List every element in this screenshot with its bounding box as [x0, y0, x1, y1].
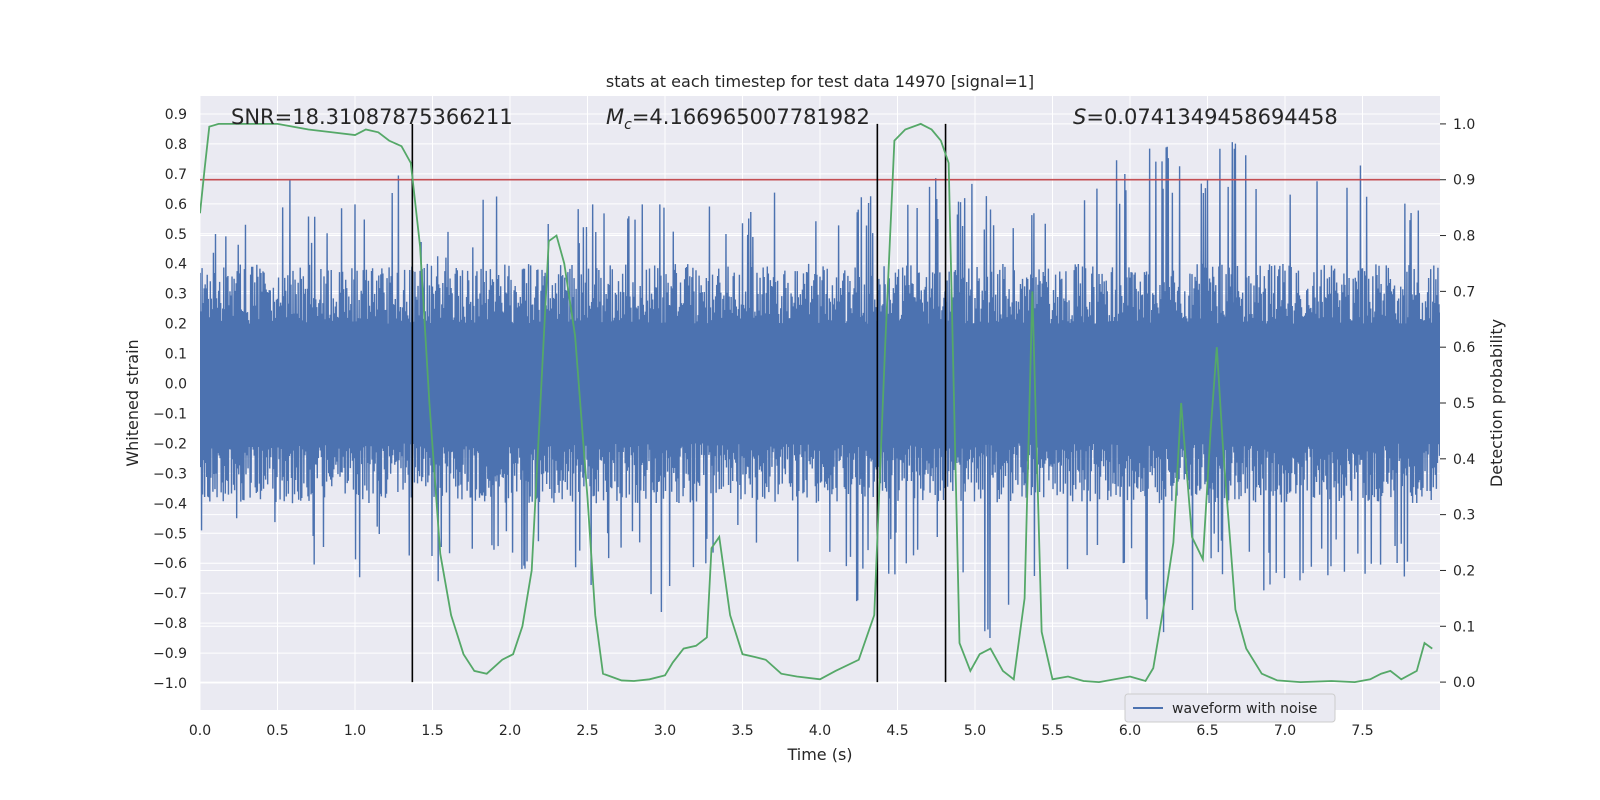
x-tick-label: 5.0 [964, 723, 986, 739]
right-y-tick-label: 0.9 [1453, 173, 1475, 189]
legend: waveform with noise [1124, 693, 1336, 723]
right-y-tick-labels: 1.0 0.9 0.8 0.7 0.6 0.5 0.4 0.3 0.2 0.1 0.0 [1440, 117, 1475, 691]
x-tick-label: 0.5 [266, 723, 288, 739]
left-y-tick-label: −1.0 [153, 676, 187, 692]
left-y-tick-label: 0.7 [165, 167, 187, 183]
left-y-tick-label: −0.6 [153, 556, 187, 572]
x-tick-label: 2.5 [576, 723, 598, 739]
x-tick-label: 6.0 [1119, 723, 1141, 739]
x-tick-label: 0.0 [189, 723, 211, 739]
left-y-tick-label: 0.5 [165, 227, 187, 243]
x-tick-label: 3.5 [731, 723, 753, 739]
left-y-tick-label: −0.5 [153, 526, 187, 542]
right-y-tick-label: 0.0 [1453, 675, 1475, 691]
left-y-tick-label: 0.2 [165, 317, 187, 333]
chart-title: stats at each timestep for test data 149… [606, 72, 1034, 91]
left-y-tick-label: −0.7 [153, 586, 187, 602]
chirp-mass-symbol: M [606, 105, 624, 129]
left-y-axis-label: Whitened strain [123, 339, 142, 466]
right-y-axis-label: Detection probability [1487, 319, 1506, 487]
waveform-series [200, 142, 1440, 638]
right-y-tick-label: 0.5 [1453, 396, 1475, 412]
vertical-markers [411, 123, 947, 683]
spin-symbol: S [1073, 105, 1086, 129]
left-y-tick-labels: 0.9 0.8 0.7 0.6 0.5 0.4 0.3 0.2 0.1 0.0 −0.1 −0.2 −0… [153, 107, 187, 692]
left-y-tick-label: 0.6 [165, 197, 187, 213]
right-y-tick-label: 0.1 [1453, 619, 1475, 635]
right-y-tick-label: 1.0 [1453, 117, 1475, 133]
left-y-tick-label: −0.1 [153, 406, 187, 422]
x-tick-label: 1.5 [421, 723, 443, 739]
right-y-tick-label: 0.7 [1453, 284, 1475, 300]
right-y-tick-label: 0.3 [1453, 508, 1475, 524]
x-tick-label: 6.5 [1196, 723, 1218, 739]
left-y-tick-label: −0.3 [153, 466, 187, 482]
left-y-tick-label: 0.1 [165, 347, 187, 363]
right-y-tick-label: 0.8 [1453, 229, 1475, 245]
chirp-mass-subscript: c [624, 117, 632, 133]
chirp-mass-value: =4.166965007781982 [632, 105, 870, 129]
left-y-tick-label: −0.8 [153, 616, 187, 632]
x-tick-labels: 0.0 0.5 1.0 1.5 2.0 2.5 3.0 3.5 4.0 4.5 5.0 5.5 6.0 6… [189, 723, 1374, 739]
x-tick-label: 2.0 [499, 723, 521, 739]
legend-entry: waveform with noise [1172, 701, 1317, 717]
x-tick-label: 7.0 [1274, 723, 1296, 739]
waveform-line [200, 142, 1440, 638]
x-tick-label: 5.5 [1041, 723, 1063, 739]
right-y-tick-label: 0.4 [1453, 452, 1475, 468]
spin-value: =0.0741349458694458 [1086, 105, 1337, 129]
x-axis-label: Time (s) [786, 745, 852, 764]
right-y-tick-label: 0.6 [1453, 340, 1475, 356]
probability-line [200, 122, 1433, 683]
x-tick-label: 7.5 [1351, 723, 1373, 739]
x-tick-label: 1.0 [344, 723, 366, 739]
chirp-mass-annotation: Mc=4.166965007781982 [606, 105, 870, 133]
left-y-tick-label: 0.4 [165, 257, 187, 273]
left-y-tick-label: 0.3 [165, 287, 187, 303]
legend-box [1124, 693, 1336, 723]
x-tick-label: 4.5 [886, 723, 908, 739]
x-tick-label: 4.0 [809, 723, 831, 739]
x-tick-label: 3.0 [654, 723, 676, 739]
left-y-tick-label: −0.9 [153, 646, 187, 662]
left-y-tick-label: 0.0 [165, 377, 187, 393]
probability-series [200, 122, 1433, 683]
left-y-tick-label: 0.8 [165, 137, 187, 153]
left-y-tick-label: 0.9 [165, 107, 187, 123]
right-y-tick-label: 0.2 [1453, 563, 1475, 579]
spin-annotation: S=0.0741349458694458 [1073, 105, 1338, 129]
left-y-tick-label: −0.2 [153, 436, 187, 452]
left-y-tick-label: −0.4 [153, 496, 187, 512]
snr-annotation: SNR=18.31087875366211 [231, 105, 513, 129]
